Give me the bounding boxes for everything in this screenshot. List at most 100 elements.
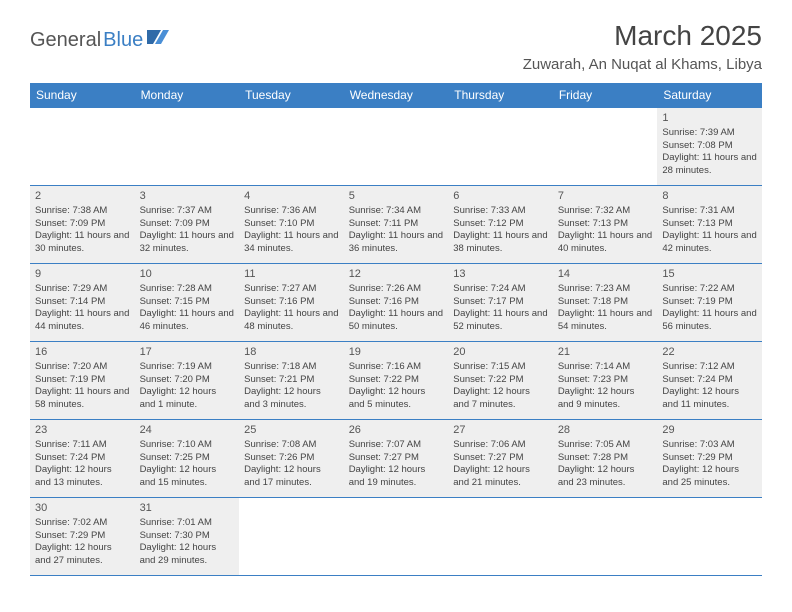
day-number: 24 bbox=[140, 423, 235, 438]
sunrise-line: Sunrise: 7:07 AM bbox=[349, 439, 444, 452]
daylight-line: Daylight: 11 hours and 48 minutes. bbox=[244, 308, 339, 334]
daylight-line: Daylight: 12 hours and 13 minutes. bbox=[35, 464, 130, 490]
day-number: 6 bbox=[453, 189, 548, 204]
sunrise-line: Sunrise: 7:24 AM bbox=[453, 283, 548, 296]
sunset-line: Sunset: 7:13 PM bbox=[662, 218, 757, 231]
day-number: 5 bbox=[349, 189, 444, 204]
sunset-line: Sunset: 7:23 PM bbox=[558, 374, 653, 387]
daylight-line: Daylight: 11 hours and 32 minutes. bbox=[140, 230, 235, 256]
sunrise-line: Sunrise: 7:15 AM bbox=[453, 361, 548, 374]
day-number: 18 bbox=[244, 345, 339, 360]
day-header: Wednesday bbox=[344, 83, 449, 108]
sunrise-line: Sunrise: 7:22 AM bbox=[662, 283, 757, 296]
day-details: Sunrise: 7:07 AMSunset: 7:27 PMDaylight:… bbox=[349, 439, 444, 490]
calendar-cell: 2Sunrise: 7:38 AMSunset: 7:09 PMDaylight… bbox=[30, 186, 135, 264]
sunset-line: Sunset: 7:26 PM bbox=[244, 452, 339, 465]
calendar-week: 23Sunrise: 7:11 AMSunset: 7:24 PMDayligh… bbox=[30, 420, 762, 498]
day-details: Sunrise: 7:22 AMSunset: 7:19 PMDaylight:… bbox=[662, 283, 757, 334]
day-number: 10 bbox=[140, 267, 235, 282]
day-header: Saturday bbox=[657, 83, 762, 108]
sunset-line: Sunset: 7:19 PM bbox=[662, 296, 757, 309]
daylight-line: Daylight: 11 hours and 56 minutes. bbox=[662, 308, 757, 334]
logo: GeneralBlue bbox=[30, 20, 169, 52]
sunset-line: Sunset: 7:18 PM bbox=[558, 296, 653, 309]
sunset-line: Sunset: 7:13 PM bbox=[558, 218, 653, 231]
sunrise-line: Sunrise: 7:31 AM bbox=[662, 205, 757, 218]
day-number: 16 bbox=[35, 345, 130, 360]
calendar-cell bbox=[448, 498, 553, 576]
day-number: 26 bbox=[349, 423, 444, 438]
day-number: 13 bbox=[453, 267, 548, 282]
day-number: 7 bbox=[558, 189, 653, 204]
day-number: 4 bbox=[244, 189, 339, 204]
calendar-cell: 13Sunrise: 7:24 AMSunset: 7:17 PMDayligh… bbox=[448, 264, 553, 342]
day-details: Sunrise: 7:38 AMSunset: 7:09 PMDaylight:… bbox=[35, 205, 130, 256]
day-details: Sunrise: 7:08 AMSunset: 7:26 PMDaylight:… bbox=[244, 439, 339, 490]
title-block: March 2025 Zuwarah, An Nuqat al Khams, L… bbox=[523, 20, 762, 73]
sunset-line: Sunset: 7:24 PM bbox=[662, 374, 757, 387]
sunrise-line: Sunrise: 7:14 AM bbox=[558, 361, 653, 374]
calendar-cell: 15Sunrise: 7:22 AMSunset: 7:19 PMDayligh… bbox=[657, 264, 762, 342]
sunset-line: Sunset: 7:09 PM bbox=[140, 218, 235, 231]
sunset-line: Sunset: 7:29 PM bbox=[662, 452, 757, 465]
daylight-line: Daylight: 11 hours and 40 minutes. bbox=[558, 230, 653, 256]
calendar-cell: 3Sunrise: 7:37 AMSunset: 7:09 PMDaylight… bbox=[135, 186, 240, 264]
calendar-cell: 22Sunrise: 7:12 AMSunset: 7:24 PMDayligh… bbox=[657, 342, 762, 420]
day-header-row: SundayMondayTuesdayWednesdayThursdayFrid… bbox=[30, 83, 762, 108]
sunset-line: Sunset: 7:30 PM bbox=[140, 530, 235, 543]
daylight-line: Daylight: 12 hours and 23 minutes. bbox=[558, 464, 653, 490]
daylight-line: Daylight: 11 hours and 28 minutes. bbox=[662, 152, 757, 178]
day-details: Sunrise: 7:39 AMSunset: 7:08 PMDaylight:… bbox=[662, 127, 757, 178]
calendar-cell: 10Sunrise: 7:28 AMSunset: 7:15 PMDayligh… bbox=[135, 264, 240, 342]
day-details: Sunrise: 7:05 AMSunset: 7:28 PMDaylight:… bbox=[558, 439, 653, 490]
calendar-cell: 19Sunrise: 7:16 AMSunset: 7:22 PMDayligh… bbox=[344, 342, 449, 420]
sunrise-line: Sunrise: 7:05 AM bbox=[558, 439, 653, 452]
header: GeneralBlue March 2025 Zuwarah, An Nuqat… bbox=[30, 20, 762, 73]
sunset-line: Sunset: 7:27 PM bbox=[349, 452, 444, 465]
day-number: 1 bbox=[662, 111, 757, 126]
calendar-cell bbox=[553, 108, 658, 186]
day-header: Sunday bbox=[30, 83, 135, 108]
calendar-cell: 1Sunrise: 7:39 AMSunset: 7:08 PMDaylight… bbox=[657, 108, 762, 186]
sunrise-line: Sunrise: 7:33 AM bbox=[453, 205, 548, 218]
day-details: Sunrise: 7:23 AMSunset: 7:18 PMDaylight:… bbox=[558, 283, 653, 334]
sunset-line: Sunset: 7:10 PM bbox=[244, 218, 339, 231]
sunrise-line: Sunrise: 7:18 AM bbox=[244, 361, 339, 374]
calendar-cell: 5Sunrise: 7:34 AMSunset: 7:11 PMDaylight… bbox=[344, 186, 449, 264]
calendar-table: SundayMondayTuesdayWednesdayThursdayFrid… bbox=[30, 83, 762, 576]
day-details: Sunrise: 7:29 AMSunset: 7:14 PMDaylight:… bbox=[35, 283, 130, 334]
sunset-line: Sunset: 7:24 PM bbox=[35, 452, 130, 465]
day-number: 3 bbox=[140, 189, 235, 204]
day-details: Sunrise: 7:20 AMSunset: 7:19 PMDaylight:… bbox=[35, 361, 130, 412]
calendar-cell: 24Sunrise: 7:10 AMSunset: 7:25 PMDayligh… bbox=[135, 420, 240, 498]
day-details: Sunrise: 7:02 AMSunset: 7:29 PMDaylight:… bbox=[35, 517, 130, 568]
sunrise-line: Sunrise: 7:27 AM bbox=[244, 283, 339, 296]
calendar-cell bbox=[344, 108, 449, 186]
sunset-line: Sunset: 7:28 PM bbox=[558, 452, 653, 465]
sunrise-line: Sunrise: 7:10 AM bbox=[140, 439, 235, 452]
day-details: Sunrise: 7:18 AMSunset: 7:21 PMDaylight:… bbox=[244, 361, 339, 412]
calendar-cell: 27Sunrise: 7:06 AMSunset: 7:27 PMDayligh… bbox=[448, 420, 553, 498]
calendar-cell bbox=[30, 108, 135, 186]
calendar-cell: 18Sunrise: 7:18 AMSunset: 7:21 PMDayligh… bbox=[239, 342, 344, 420]
day-details: Sunrise: 7:37 AMSunset: 7:09 PMDaylight:… bbox=[140, 205, 235, 256]
calendar-cell bbox=[344, 498, 449, 576]
sunrise-line: Sunrise: 7:16 AM bbox=[349, 361, 444, 374]
calendar-week: 2Sunrise: 7:38 AMSunset: 7:09 PMDaylight… bbox=[30, 186, 762, 264]
sunrise-line: Sunrise: 7:26 AM bbox=[349, 283, 444, 296]
location: Zuwarah, An Nuqat al Khams, Libya bbox=[523, 56, 762, 73]
sunset-line: Sunset: 7:08 PM bbox=[662, 140, 757, 153]
daylight-line: Daylight: 11 hours and 30 minutes. bbox=[35, 230, 130, 256]
day-number: 22 bbox=[662, 345, 757, 360]
sunset-line: Sunset: 7:11 PM bbox=[349, 218, 444, 231]
sunset-line: Sunset: 7:14 PM bbox=[35, 296, 130, 309]
day-number: 25 bbox=[244, 423, 339, 438]
daylight-line: Daylight: 12 hours and 7 minutes. bbox=[453, 386, 548, 412]
day-details: Sunrise: 7:15 AMSunset: 7:22 PMDaylight:… bbox=[453, 361, 548, 412]
calendar-cell bbox=[239, 108, 344, 186]
daylight-line: Daylight: 12 hours and 11 minutes. bbox=[662, 386, 757, 412]
calendar-cell: 4Sunrise: 7:36 AMSunset: 7:10 PMDaylight… bbox=[239, 186, 344, 264]
day-details: Sunrise: 7:16 AMSunset: 7:22 PMDaylight:… bbox=[349, 361, 444, 412]
sunrise-line: Sunrise: 7:28 AM bbox=[140, 283, 235, 296]
sunset-line: Sunset: 7:17 PM bbox=[453, 296, 548, 309]
